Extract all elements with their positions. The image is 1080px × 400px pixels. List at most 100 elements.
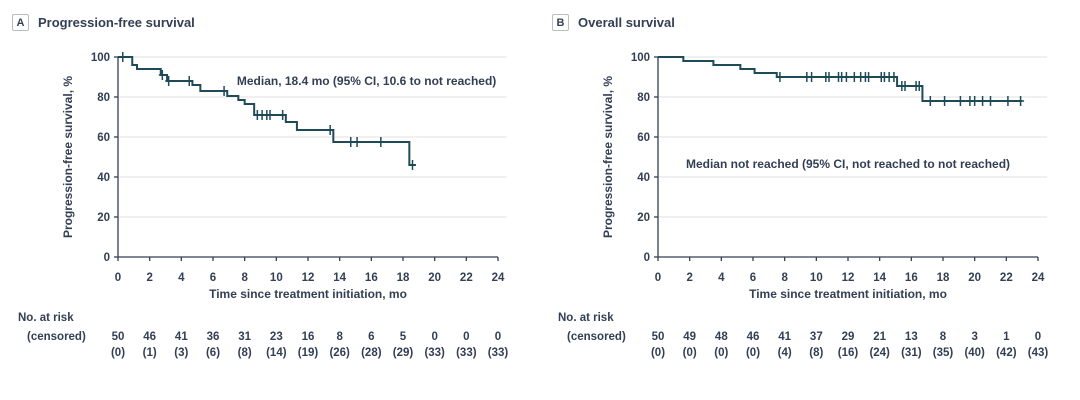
- censored-count: (43): [1028, 347, 1049, 359]
- x-tick-label: 0: [115, 272, 121, 284]
- x-tick-label: 18: [397, 272, 410, 284]
- km-curve: [118, 56, 416, 166]
- y-tick-label: 60: [637, 132, 650, 144]
- median-annotation: Median not reached (95% CI, not reached …: [686, 157, 1010, 171]
- risk-count: 46: [747, 331, 760, 343]
- censored-count: (0): [651, 347, 665, 359]
- y-tick-label: 0: [644, 252, 650, 264]
- censored-count: (33): [424, 347, 445, 359]
- risk-count: 31: [238, 331, 251, 343]
- censored-count: (4): [778, 347, 792, 359]
- risk-count: 46: [143, 331, 156, 343]
- x-tick-label: 12: [842, 272, 855, 284]
- censored-count: (16): [838, 347, 859, 359]
- risk-table-label-row2: (censored): [567, 331, 626, 343]
- risk-count: 8: [940, 331, 947, 343]
- x-tick-label: 14: [333, 272, 346, 284]
- y-tick-label: 80: [637, 92, 650, 104]
- y-tick-label: 100: [91, 52, 110, 64]
- x-tick-label: 12: [302, 272, 315, 284]
- censored-count: (40): [964, 347, 985, 359]
- risk-count: 49: [683, 331, 696, 343]
- x-axis-title: Time since treatment initiation, mo: [749, 287, 947, 301]
- risk-table-label-row1: No. at risk: [558, 312, 614, 324]
- risk-table-label-row1: No. at risk: [18, 312, 74, 324]
- y-tick-label: 80: [97, 92, 110, 104]
- risk-count: 23: [270, 331, 283, 343]
- risk-count: 29: [842, 331, 855, 343]
- risk-count: 6: [368, 331, 374, 343]
- risk-table-label-row2: (censored): [27, 331, 86, 343]
- censored-count: (24): [869, 347, 890, 359]
- risk-count: 0: [431, 331, 437, 343]
- x-tick-label: 6: [210, 272, 216, 284]
- x-tick-label: 20: [968, 272, 981, 284]
- risk-count: 16: [302, 331, 315, 343]
- panel-a-label-box: A: [12, 14, 29, 31]
- risk-count: 3: [971, 331, 977, 343]
- x-tick-label: 8: [241, 272, 248, 284]
- x-tick-label: 4: [718, 272, 725, 284]
- censored-count: (42): [996, 347, 1017, 359]
- censored-count: (0): [111, 347, 125, 359]
- x-tick-label: 10: [270, 272, 283, 284]
- censored-count: (33): [456, 347, 477, 359]
- risk-count: 5: [400, 331, 407, 343]
- x-tick-label: 16: [905, 272, 918, 284]
- risk-count: 13: [905, 331, 918, 343]
- x-tick-label: 20: [428, 272, 441, 284]
- censored-count: (8): [238, 347, 252, 359]
- panel-a-title: Progression-free survival: [38, 15, 195, 30]
- censored-count: (6): [206, 347, 220, 359]
- censored-count: (0): [683, 347, 697, 359]
- y-tick-label: 0: [104, 252, 110, 264]
- risk-count: 48: [715, 331, 728, 343]
- x-tick-label: 2: [686, 272, 692, 284]
- panel-overall-survival: B Overall survival 0 20 40 60 80 100 Progressi…: [540, 0, 1080, 400]
- risk-count: 0: [495, 331, 501, 343]
- censored-count: (8): [809, 347, 823, 359]
- y-axis-title: Progression-free survival, %: [61, 76, 75, 238]
- censored-count: (0): [714, 347, 728, 359]
- x-tick-label: 22: [460, 272, 473, 284]
- y-tick-label: 60: [97, 132, 110, 144]
- censored-count: (26): [329, 347, 350, 359]
- risk-count: 36: [207, 331, 220, 343]
- risk-count: 0: [463, 331, 469, 343]
- y-tick-label: 100: [631, 52, 650, 64]
- x-tick-label: 8: [781, 272, 788, 284]
- panel-progression-free-survival: A Progression-free survival 0 20 40 60 80 100…: [12, 14, 509, 359]
- panel-a-header: A Progression-free survival: [12, 14, 195, 31]
- risk-count: 50: [112, 331, 125, 343]
- risk-count: 41: [175, 331, 188, 343]
- risk-count: 50: [652, 331, 665, 343]
- x-tick-label: 18: [937, 272, 950, 284]
- censored-count: (3): [174, 347, 188, 359]
- x-tick-label: 24: [492, 272, 505, 284]
- risk-count: 0: [1035, 331, 1041, 343]
- y-tick-label: 40: [637, 172, 650, 184]
- panel-b-label-box: B: [552, 14, 569, 31]
- panel-b-title: Overall survival: [578, 15, 675, 30]
- censored-count: (35): [933, 347, 954, 359]
- censored-count: (28): [361, 347, 382, 359]
- x-axis-title: Time since treatment initiation, mo: [209, 287, 407, 301]
- risk-count: 1: [1003, 331, 1010, 343]
- censored-count: (0): [746, 347, 760, 359]
- km-curve: [658, 56, 1023, 102]
- x-tick-label: 6: [750, 272, 756, 284]
- censored-count: (19): [298, 347, 319, 359]
- risk-count: 41: [778, 331, 791, 343]
- y-axis-title: Progression-free survival, %: [601, 76, 615, 238]
- censored-count: (31): [901, 347, 922, 359]
- x-tick-label: 16: [365, 272, 378, 284]
- x-tick-label: 2: [146, 272, 152, 284]
- x-tick-label: 10: [810, 272, 823, 284]
- x-tick-label: 4: [178, 272, 185, 284]
- risk-count: 37: [810, 331, 823, 343]
- x-tick-label: 0: [655, 272, 661, 284]
- censored-count: (14): [266, 347, 287, 359]
- censored-count: (33): [488, 347, 509, 359]
